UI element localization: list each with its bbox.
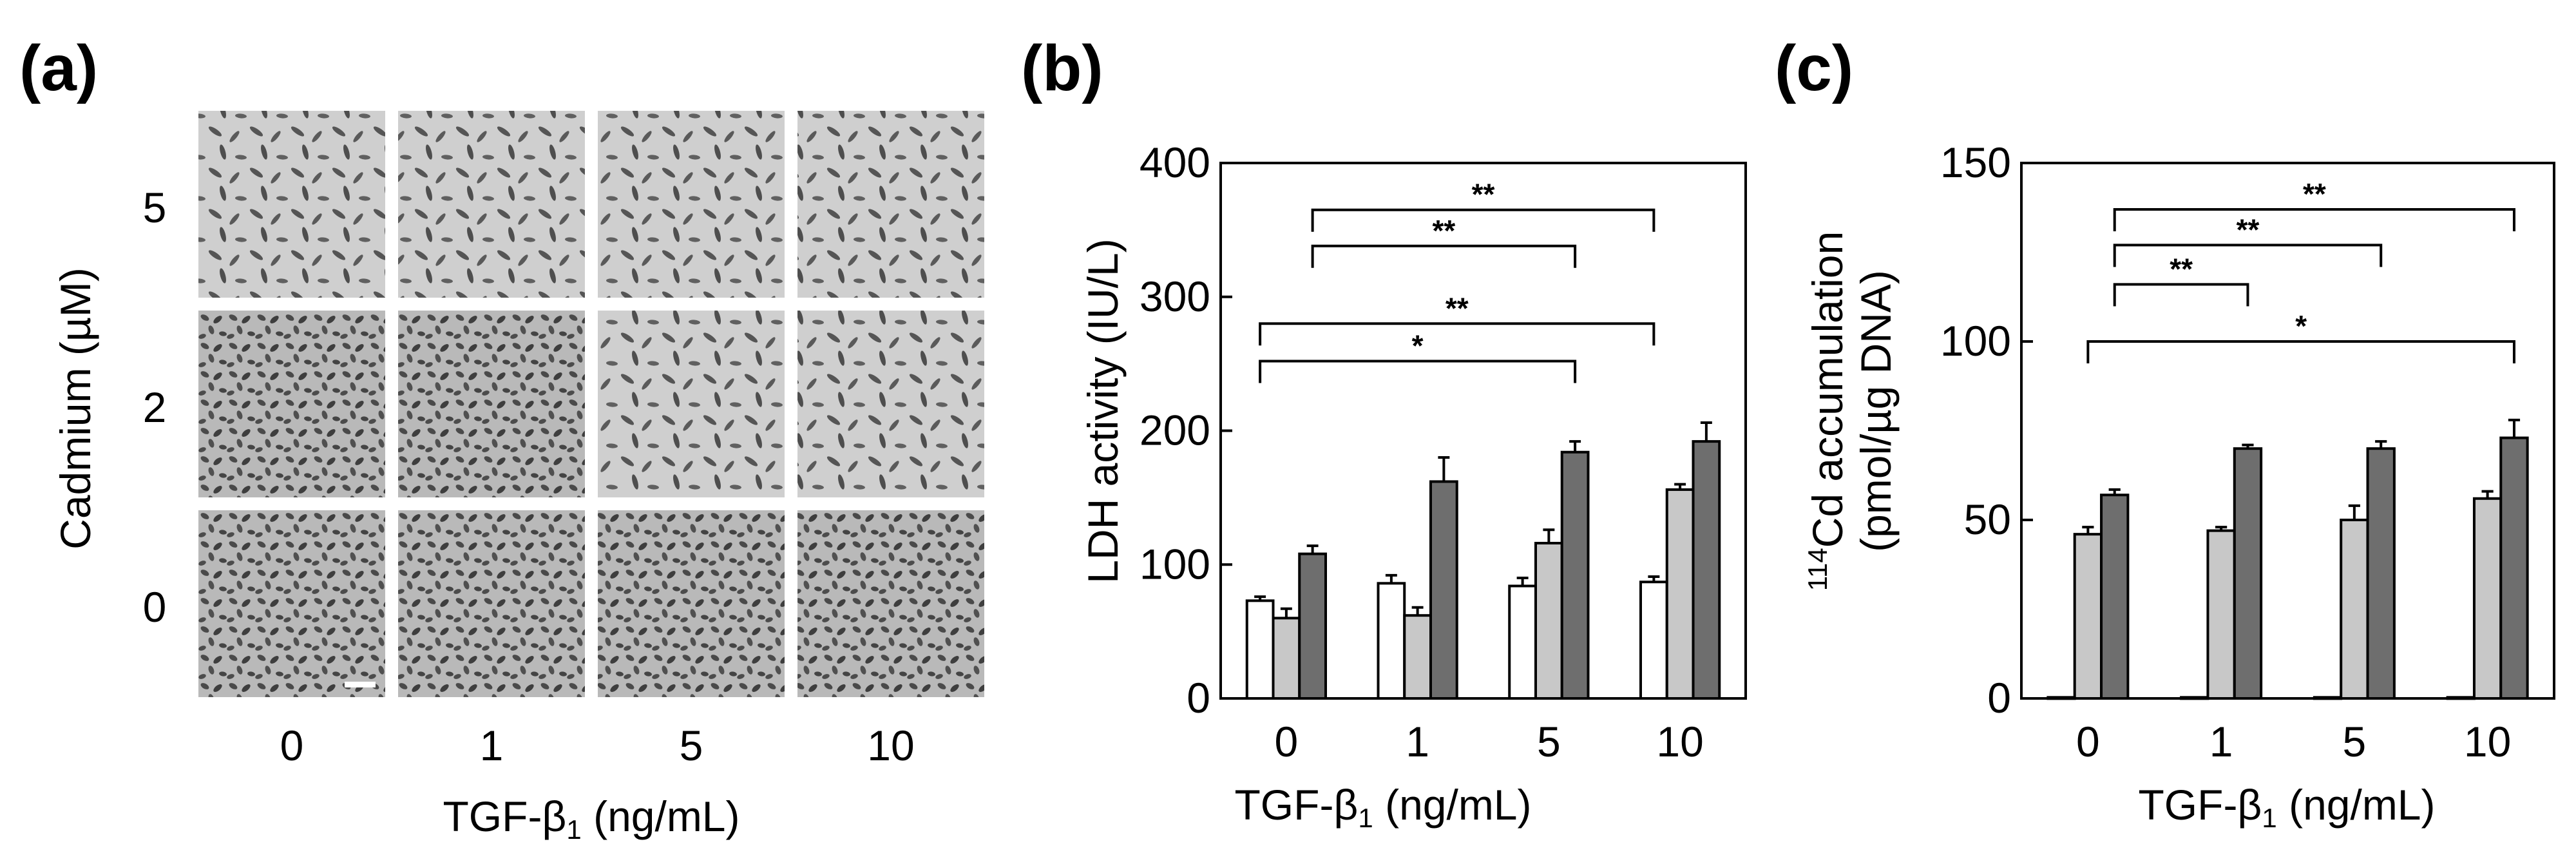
y-tick-label: 100 — [1140, 540, 1210, 588]
micrograph-cd0-tgf5 — [598, 510, 785, 697]
bar — [2233, 447, 2263, 700]
y-tick-label: 100 — [1940, 317, 2011, 365]
significance-label: ** — [1445, 291, 1469, 325]
significance-label: * — [1412, 329, 1424, 362]
col-label-5: 5 — [680, 722, 703, 769]
significance-bracket — [1259, 360, 1577, 383]
panel-b-label: (b) — [1021, 32, 1103, 104]
micrograph-grid — [198, 111, 984, 697]
micrograph-cd5-tgf10 — [797, 111, 984, 298]
y-tick-label: 50 — [1964, 495, 2011, 543]
y-tick-label: 150 — [1940, 139, 2011, 186]
micrograph-cd2-tgf0 — [198, 311, 385, 497]
plot-frame — [2020, 162, 2555, 700]
micrograph-cd2-tgf5 — [598, 311, 785, 497]
x-tick-label: 5 — [1537, 718, 1561, 765]
panel-b: (b) LDH activity (IU/L) 0 100 200 300 400 0 1 5… — [1021, 32, 1747, 833]
x-tick-label: 0 — [1275, 718, 1299, 765]
significance-bracket — [1259, 322, 1655, 346]
significance-bracket — [1311, 244, 1577, 268]
x-tick-label: 10 — [2464, 718, 2511, 765]
micrograph-cd0-tgf10 — [797, 510, 984, 697]
bar — [2100, 494, 2130, 700]
bar — [1508, 584, 1537, 700]
significance-label: ** — [1432, 214, 1455, 247]
panel-c: (c) 114Cd accumulation (pmol/µg DNA) 050… — [1775, 32, 2555, 833]
significance-label: ** — [1472, 178, 1495, 211]
row-label-0: 0 — [143, 583, 167, 631]
bar — [1377, 582, 1406, 700]
x-tick-label: 1 — [2209, 718, 2233, 765]
micrograph-cd5-tgf0 — [198, 111, 385, 298]
x-tick-label: 0 — [2076, 718, 2100, 765]
micrograph-cd2-tgf10 — [797, 311, 984, 497]
bar — [2180, 696, 2209, 700]
significance-bracket — [1311, 208, 1655, 232]
bar — [1272, 617, 1301, 700]
panel-a-ylabel: Cadmium (µM) — [52, 267, 99, 550]
x-tick-label: 10 — [1656, 718, 1703, 765]
bar — [2472, 497, 2503, 700]
significance-label: ** — [2170, 252, 2193, 285]
panel-c-ylabel-line2: (pmol/µg DNA) — [1852, 270, 1900, 552]
significance-bracket — [2113, 208, 2515, 232]
panel-b-xlabel: TGF-β1 (ng/mL) — [1234, 781, 1531, 833]
bar — [1245, 599, 1275, 700]
micrograph-cd5-tgf5 — [598, 111, 785, 298]
bar — [2046, 696, 2076, 700]
x-tick-label: 5 — [2343, 718, 2367, 765]
significance-bracket — [2113, 244, 2383, 267]
y-tick-label: 400 — [1140, 139, 1210, 186]
bar — [1665, 488, 1695, 700]
bar — [2313, 696, 2343, 700]
significance-label: ** — [2237, 213, 2260, 246]
bar — [1403, 614, 1432, 700]
bar — [2073, 533, 2103, 700]
micrograph-cd5-tgf1 — [398, 111, 585, 298]
micrograph-cd2-tgf1 — [398, 311, 585, 497]
significance-label: * — [2295, 309, 2307, 343]
bar — [1298, 552, 1327, 700]
micrograph-cd0-tgf1 — [398, 510, 585, 697]
micrograph-row-labels: 5 2 0 — [143, 184, 167, 631]
col-label-10: 10 — [867, 722, 914, 769]
significance-bracket — [2086, 340, 2515, 363]
bar — [2206, 529, 2236, 700]
x-tick-label: 1 — [1406, 718, 1429, 765]
bar — [1639, 581, 1668, 700]
panel-c-xlabel: TGF-β1 (ng/mL) — [2138, 781, 2435, 833]
significance-bracket — [2113, 283, 2249, 307]
bar — [1692, 440, 1721, 700]
bar — [1534, 542, 1563, 700]
bar — [2340, 519, 2369, 700]
scale-bar — [345, 682, 376, 687]
col-label-0: 0 — [280, 722, 304, 769]
y-tick-label: 200 — [1140, 407, 1210, 454]
row-label-2: 2 — [143, 383, 167, 431]
panel-a-xlabel: TGF-β1 (ng/mL) — [443, 792, 739, 845]
bar — [2366, 447, 2396, 700]
panel-b-ylabel: LDH activity (IU/L) — [1079, 238, 1127, 583]
col-label-1: 1 — [480, 722, 504, 769]
micrograph-column-labels: 0 1 5 10 — [280, 722, 915, 769]
bar — [2499, 436, 2529, 700]
panel-a-label: (a) — [19, 32, 98, 104]
significance-label: ** — [2303, 177, 2326, 211]
y-tick-label: 300 — [1140, 273, 1210, 320]
panel-c-label: (c) — [1775, 32, 1853, 104]
micrograph-cd0-tgf0 — [198, 510, 385, 697]
panel-c-ylabel-line1: 114Cd accumulation — [1802, 231, 1851, 591]
bar — [2446, 696, 2476, 700]
y-tick-label: 0 — [1987, 674, 2011, 722]
bar — [1560, 450, 1590, 700]
row-label-5: 5 — [143, 184, 167, 231]
bar — [1429, 480, 1458, 700]
panel-a: (a) Cadmium (µM) 5 2 0 0 — [19, 32, 984, 845]
y-tick-label: 0 — [1187, 674, 1210, 722]
